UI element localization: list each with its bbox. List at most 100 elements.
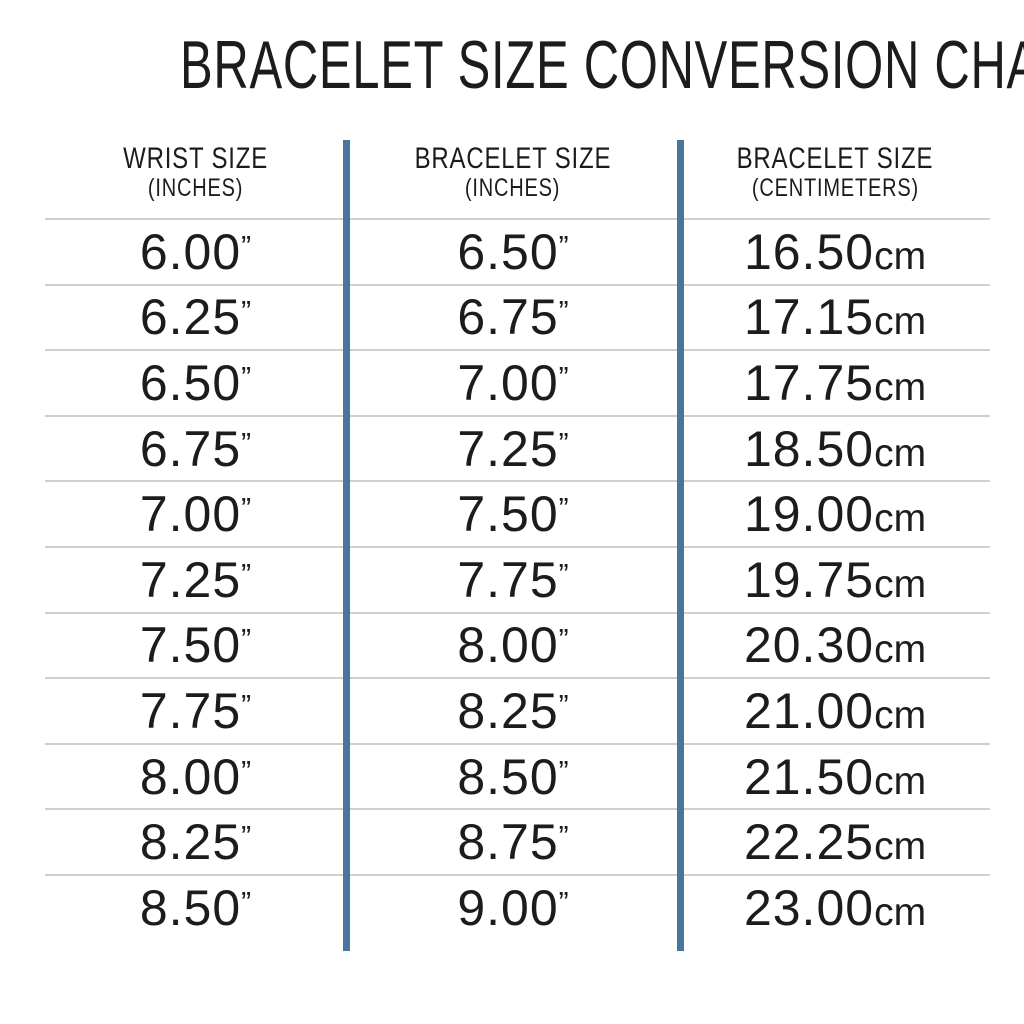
header-bracelet-size-centimeters: BRACELET SIZE (CENTIMETERS) bbox=[680, 140, 990, 218]
cell-unit-suffix: ” bbox=[558, 426, 569, 460]
cell-value: 8.00 bbox=[457, 617, 559, 674]
cell-value: 7.25 bbox=[457, 420, 559, 477]
cell-wrist-size-inches: 8.50” bbox=[45, 883, 346, 933]
cell-unit-suffix: ” bbox=[241, 230, 252, 264]
cell-value: 8.50 bbox=[139, 879, 242, 936]
table-row: 7.75” 8.25” 21.00cm bbox=[45, 677, 990, 743]
cell-value: 21.00 bbox=[743, 682, 875, 739]
cell-unit-suffix: cm bbox=[874, 365, 927, 409]
cell-value: 16.50 bbox=[743, 223, 875, 280]
cell-wrist-size-inches: 6.50” bbox=[45, 358, 346, 408]
cell-value: 7.75 bbox=[139, 682, 242, 739]
cell-bracelet-size-centimeters: 23.00cm bbox=[680, 883, 990, 933]
cell-value: 6.75 bbox=[139, 420, 242, 477]
conversion-table: WRIST SIZE (INCHES) BRACELET SIZE (INCHE… bbox=[45, 140, 990, 951]
cell-value: 7.25 bbox=[139, 551, 242, 608]
cell-value: 7.00 bbox=[457, 354, 559, 411]
table-row: 6.25” 6.75” 17.15cm bbox=[45, 283, 990, 350]
cell-unit-suffix: cm bbox=[874, 628, 927, 672]
table-row: 7.25” 7.75” 19.75cm bbox=[45, 545, 990, 612]
cell-unit-suffix: cm bbox=[874, 890, 927, 934]
header-unit: (CENTIMETERS) bbox=[680, 174, 990, 203]
cell-unit-suffix: cm bbox=[874, 693, 927, 737]
cell-bracelet-size-inches: 7.50” bbox=[346, 489, 680, 539]
page-title: BRACELET SIZE CONVERSION CHART bbox=[0, 26, 1024, 104]
cell-bracelet-size-centimeters: 20.30cm bbox=[680, 620, 990, 670]
header-label-text: WRIST SIZE bbox=[123, 142, 268, 175]
cell-unit-suffix: ” bbox=[558, 623, 569, 657]
cell-bracelet-size-inches: 7.00” bbox=[346, 358, 680, 408]
cell-unit-suffix: ” bbox=[241, 689, 252, 723]
header-label: WRIST SIZE bbox=[45, 142, 346, 175]
cell-wrist-size-inches: 8.00” bbox=[45, 752, 346, 802]
cell-unit-suffix: ” bbox=[241, 426, 252, 460]
cell-wrist-size-inches: 7.25” bbox=[45, 555, 346, 605]
cell-wrist-size-inches: 8.25” bbox=[45, 817, 346, 867]
table-row: 8.00” 8.50” 21.50cm bbox=[45, 742, 990, 809]
cell-unit-suffix: ” bbox=[241, 558, 252, 592]
cell-value: 8.25 bbox=[457, 682, 559, 739]
cell-unit-suffix: cm bbox=[874, 234, 927, 278]
cell-wrist-size-inches: 6.75” bbox=[45, 424, 346, 474]
cell-value: 7.50 bbox=[139, 617, 242, 674]
cell-bracelet-size-inches: 8.00” bbox=[346, 620, 680, 670]
header-unit: (INCHES) bbox=[45, 174, 346, 203]
cell-wrist-size-inches: 6.00” bbox=[45, 227, 346, 277]
cell-value: 6.25 bbox=[139, 289, 242, 346]
cell-unit-suffix: ” bbox=[558, 689, 569, 723]
cell-unit-suffix: ” bbox=[558, 754, 569, 788]
cell-unit-suffix: ” bbox=[241, 623, 252, 657]
cell-bracelet-size-inches: 9.00” bbox=[346, 883, 680, 933]
cell-unit-suffix: ” bbox=[558, 295, 569, 329]
cell-unit-suffix: cm bbox=[874, 562, 927, 606]
cell-unit-suffix: ” bbox=[241, 295, 252, 329]
cell-value: 7.00 bbox=[139, 486, 242, 543]
cell-bracelet-size-inches: 8.25” bbox=[346, 686, 680, 736]
header-label-text: BRACELET SIZE bbox=[414, 142, 612, 175]
cell-bracelet-size-inches: 7.75” bbox=[346, 555, 680, 605]
cell-bracelet-size-inches: 8.50” bbox=[346, 752, 680, 802]
cell-bracelet-size-centimeters: 21.00cm bbox=[680, 686, 990, 736]
cell-unit-suffix: ” bbox=[241, 820, 252, 854]
cell-bracelet-size-centimeters: 19.00cm bbox=[680, 489, 990, 539]
cell-unit-suffix: ” bbox=[558, 361, 569, 395]
cell-unit-suffix: ” bbox=[241, 492, 252, 526]
cell-unit-suffix: ” bbox=[241, 886, 252, 920]
cell-bracelet-size-centimeters: 19.75cm bbox=[680, 555, 990, 605]
cell-value: 17.75 bbox=[743, 354, 875, 411]
cell-value: 8.50 bbox=[457, 748, 559, 805]
cell-unit-suffix: ” bbox=[241, 361, 252, 395]
cell-value: 6.50 bbox=[139, 354, 242, 411]
cell-value: 23.00 bbox=[743, 879, 875, 936]
table-body: 6.00” 6.50” 16.50cm 6.25” 6.75” 17.15cm 6.50” 7… bbox=[45, 218, 990, 940]
table-row: 8.50” 9.00” 23.00cm bbox=[45, 873, 990, 940]
cell-value: 8.00 bbox=[139, 748, 242, 805]
cell-unit-suffix: ” bbox=[558, 492, 569, 526]
cell-wrist-size-inches: 7.00” bbox=[45, 489, 346, 539]
cell-bracelet-size-inches: 8.75” bbox=[346, 817, 680, 867]
header-unit: (INCHES) bbox=[346, 174, 680, 203]
cell-unit-suffix: ” bbox=[241, 754, 252, 788]
table-row: 7.00” 7.50” 19.00cm bbox=[45, 480, 990, 546]
cell-value: 6.00 bbox=[139, 223, 242, 280]
cell-value: 22.25 bbox=[743, 814, 875, 871]
cell-value: 20.30 bbox=[743, 617, 875, 674]
cell-bracelet-size-centimeters: 16.50cm bbox=[680, 227, 990, 277]
cell-unit-suffix: cm bbox=[874, 431, 927, 475]
cell-unit-suffix: cm bbox=[874, 825, 927, 869]
header-bracelet-size-inches: BRACELET SIZE (INCHES) bbox=[346, 140, 680, 218]
cell-bracelet-size-inches: 6.75” bbox=[346, 292, 680, 342]
cell-bracelet-size-centimeters: 17.75cm bbox=[680, 358, 990, 408]
cell-value: 17.15 bbox=[743, 289, 875, 346]
cell-unit-suffix: cm bbox=[874, 497, 927, 541]
cell-bracelet-size-centimeters: 22.25cm bbox=[680, 817, 990, 867]
cell-value: 8.75 bbox=[457, 814, 559, 871]
cell-bracelet-size-centimeters: 21.50cm bbox=[680, 752, 990, 802]
cell-value: 21.50 bbox=[743, 748, 875, 805]
cell-value: 19.00 bbox=[743, 486, 875, 543]
table-row: 6.00” 6.50” 16.50cm bbox=[45, 218, 990, 284]
table-row: 7.50” 8.00” 20.30cm bbox=[45, 611, 990, 678]
cell-value: 8.25 bbox=[139, 814, 242, 871]
cell-bracelet-size-centimeters: 17.15cm bbox=[680, 292, 990, 342]
cell-unit-suffix: ” bbox=[558, 230, 569, 264]
